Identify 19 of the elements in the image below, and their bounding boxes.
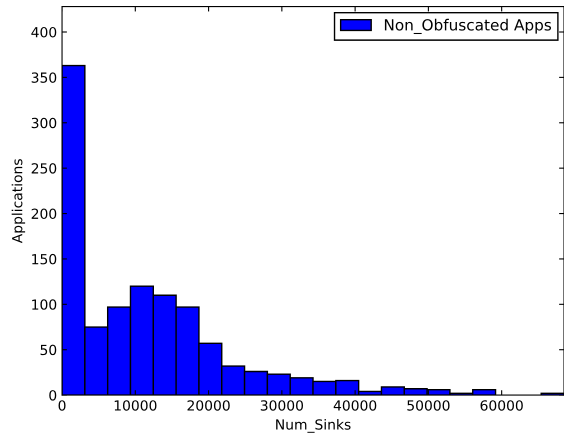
y-tick-label: 200 bbox=[32, 208, 56, 220]
x-tick-label: 60000 bbox=[480, 400, 523, 411]
y-tick-label: 150 bbox=[32, 254, 56, 264]
x-axis-title: Num_Sinks bbox=[276, 418, 351, 433]
x-tick-label: 0 bbox=[58, 400, 66, 411]
y-tick-label: 100 bbox=[32, 299, 56, 310]
y-tick-label: 250 bbox=[32, 163, 56, 174]
y-axis-title: Applications bbox=[12, 159, 26, 244]
y-tick-label: 0 bbox=[49, 390, 56, 401]
y-tick-label: 400 bbox=[31, 26, 56, 38]
x-tick-label: 40000 bbox=[334, 400, 376, 411]
x-tick-label: 30000 bbox=[260, 400, 304, 411]
x-tick-label: 50000 bbox=[407, 400, 450, 411]
y-tick-label: 350 bbox=[32, 72, 56, 83]
y-tick-label: 50 bbox=[40, 344, 56, 356]
legend-label: Non_Obfuscated Apps bbox=[384, 18, 552, 34]
x-tick-label: 10000 bbox=[114, 400, 156, 411]
y-tick-label: 300 bbox=[32, 118, 56, 128]
x-tick-label: 20000 bbox=[188, 400, 230, 411]
